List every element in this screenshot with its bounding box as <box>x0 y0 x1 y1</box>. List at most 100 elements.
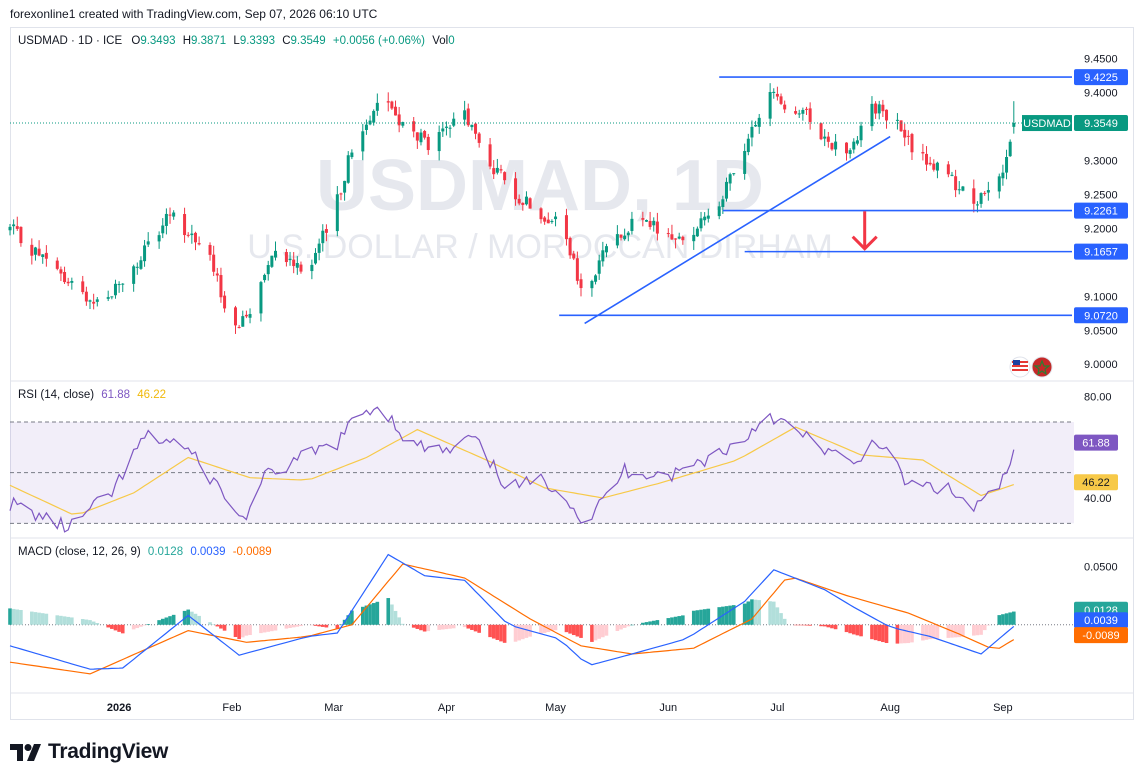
candle-body[interactable] <box>248 314 252 318</box>
candle-body[interactable] <box>805 108 808 110</box>
candle-body[interactable] <box>677 236 681 239</box>
candle-body[interactable] <box>626 232 630 236</box>
candle-body[interactable] <box>564 215 568 240</box>
candle-body[interactable] <box>132 266 136 284</box>
candle-body[interactable] <box>95 299 99 302</box>
candle-body[interactable] <box>783 104 787 110</box>
candle-body[interactable] <box>855 140 859 144</box>
candle-body[interactable] <box>899 120 903 132</box>
candle-body[interactable] <box>743 151 747 174</box>
candle-body[interactable] <box>543 217 547 222</box>
candle-body[interactable] <box>554 216 558 220</box>
candle-body[interactable] <box>88 300 92 302</box>
candle-body[interactable] <box>266 265 270 275</box>
candle-body[interactable] <box>568 237 572 256</box>
candle-body[interactable] <box>44 252 48 259</box>
candle-body[interactable] <box>241 316 245 327</box>
candle-body[interactable] <box>270 255 274 267</box>
candle-body[interactable] <box>877 104 881 114</box>
candle-body[interactable] <box>830 143 834 150</box>
macd-line[interactable] <box>9 553 1015 670</box>
candle-body[interactable] <box>1001 172 1005 179</box>
candle-body[interactable] <box>368 120 372 125</box>
candle-body[interactable] <box>604 246 608 253</box>
candle-body[interactable] <box>972 188 976 204</box>
candle-body[interactable] <box>143 245 147 262</box>
candle-body[interactable] <box>859 125 863 141</box>
candle-body[interactable] <box>190 233 194 236</box>
candle-body[interactable] <box>655 221 659 234</box>
candle-body[interactable] <box>848 150 852 154</box>
candle-body[interactable] <box>983 192 987 194</box>
candle-body[interactable] <box>219 275 223 298</box>
candle-body[interactable] <box>903 129 907 138</box>
candle-body[interactable] <box>681 236 685 241</box>
candle-body[interactable] <box>263 274 267 281</box>
candle-body[interactable] <box>157 235 161 242</box>
candle-body[interactable] <box>594 275 598 282</box>
candle-body[interactable] <box>288 258 292 261</box>
candle-body[interactable] <box>870 103 874 127</box>
candle-body[interactable] <box>546 219 550 224</box>
candle-body[interactable] <box>419 132 423 143</box>
candle-body[interactable] <box>779 96 783 104</box>
candle-body[interactable] <box>528 198 532 209</box>
candle-body[interactable] <box>364 124 368 130</box>
candle-body[interactable] <box>808 108 812 122</box>
candle-body[interactable] <box>732 173 736 175</box>
candle-body[interactable] <box>394 106 398 116</box>
candle-body[interactable] <box>146 241 150 245</box>
candle-body[interactable] <box>437 132 441 152</box>
candle-body[interactable] <box>401 122 405 126</box>
candle-body[interactable] <box>66 281 70 284</box>
candle-body[interactable] <box>466 108 470 126</box>
candle-body[interactable] <box>84 291 88 302</box>
rsi-title[interactable]: RSI (14, close) <box>18 389 95 401</box>
candle-body[interactable] <box>517 198 521 204</box>
candle-body[interactable] <box>954 176 958 191</box>
candle-body[interactable] <box>721 199 725 208</box>
candle-body[interactable] <box>477 133 481 143</box>
candle-body[interactable] <box>110 296 114 298</box>
candle-body[interactable] <box>92 301 96 304</box>
candle-body[interactable] <box>233 307 237 326</box>
candle-body[interactable] <box>728 174 732 184</box>
candle-body[interactable] <box>117 284 121 286</box>
rsi-line[interactable] <box>9 406 1015 533</box>
candle-body[interactable] <box>575 258 579 281</box>
candle-body[interactable] <box>768 92 772 119</box>
candle-body[interactable] <box>746 138 750 153</box>
candle-body[interactable] <box>881 104 885 112</box>
candle-body[interactable] <box>928 162 932 165</box>
candle-body[interactable] <box>932 163 936 170</box>
candle-body[interactable] <box>630 218 634 231</box>
candle-body[interactable] <box>1008 141 1012 157</box>
candle-body[interactable] <box>906 135 910 137</box>
candle-body[interactable] <box>113 283 117 296</box>
candle-body[interactable] <box>168 214 172 216</box>
candle-body[interactable] <box>957 189 961 191</box>
candle-body[interactable] <box>644 219 648 222</box>
candle-body[interactable] <box>648 220 652 227</box>
price-pane[interactable] <box>8 76 1073 334</box>
candle-body[interactable] <box>652 220 656 226</box>
candle-body[interactable] <box>845 142 849 154</box>
candle-body[interactable] <box>375 102 379 111</box>
candle-body[interactable] <box>910 134 914 153</box>
candle-body[interactable] <box>346 155 350 183</box>
candle-body[interactable] <box>925 153 929 165</box>
candle-body[interactable] <box>975 204 979 206</box>
candle-body[interactable] <box>699 218 703 229</box>
candle-body[interactable] <box>295 263 299 268</box>
candle-body[interactable] <box>1005 156 1009 173</box>
candle-body[interactable] <box>63 271 67 283</box>
candle-body[interactable] <box>499 169 503 171</box>
candle-body[interactable] <box>223 295 227 309</box>
candle-body[interactable] <box>314 252 318 264</box>
candle-body[interactable] <box>757 117 761 127</box>
candle-body[interactable] <box>463 110 467 120</box>
candle-body[interactable] <box>15 226 19 229</box>
candle-body[interactable] <box>284 252 288 263</box>
candle-body[interactable] <box>524 196 528 205</box>
candle-body[interactable] <box>193 232 197 243</box>
